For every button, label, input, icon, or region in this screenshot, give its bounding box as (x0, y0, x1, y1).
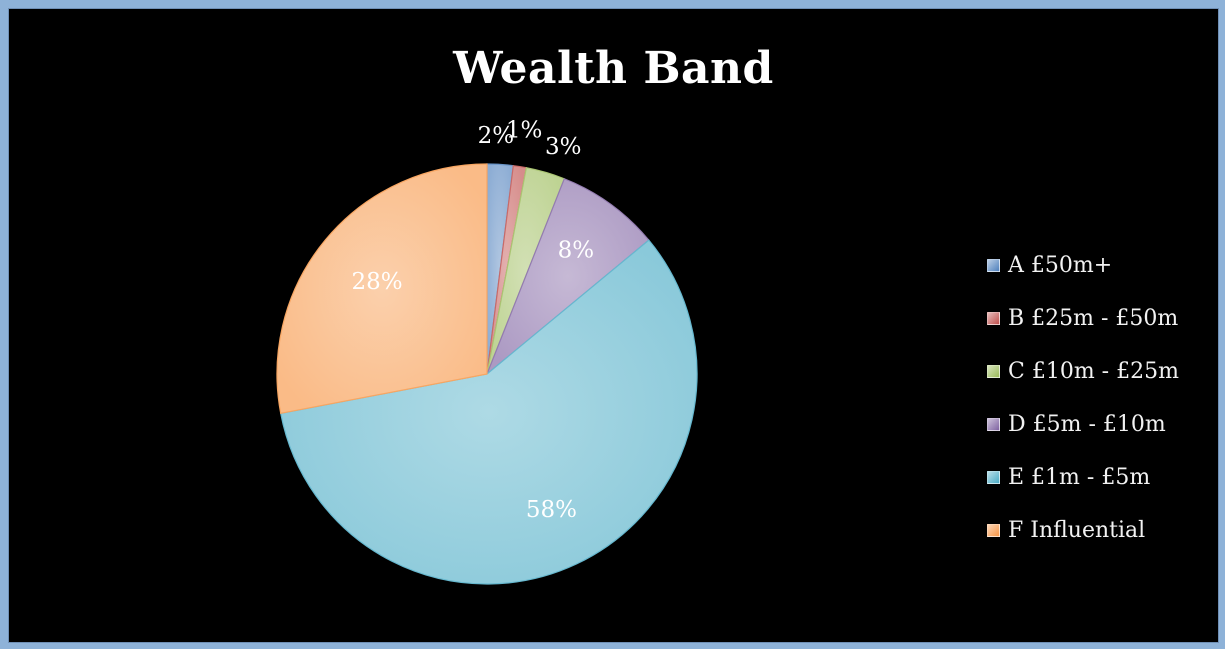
chart-title: Wealth Band (453, 43, 774, 94)
pie-labels: 2%1%3% 8% 58% 28% (351, 118, 594, 523)
legend-item-d: D £5m - £10m (987, 398, 1179, 451)
pie-slice-d (486, 177, 650, 375)
legend-item-c: C £10m - £25m (987, 345, 1179, 398)
legend-label: B £25m - £50m (1008, 306, 1179, 331)
legend-label: E £1m - £5m (1008, 465, 1151, 490)
slice-label-f: 28% (351, 269, 402, 295)
legend-swatch (987, 259, 1000, 272)
legend-label: F Influential (1008, 518, 1146, 543)
legend-swatch (987, 312, 1000, 325)
pie-slice-e (280, 239, 698, 585)
legend-item-f: F Influential (987, 504, 1179, 557)
chart-frame: Wealth Band 2% 1% 3% 8% 58% 28% A £50m+ B £25m… (8, 8, 1219, 643)
legend-swatch (987, 418, 1000, 431)
pie-slice-f (276, 163, 488, 415)
slice-label-a: 2% (478, 123, 515, 149)
chart-legend: A £50m+ B £25m - £50m C £10m - £25m D £5m -… (987, 239, 1179, 557)
pie-slices (276, 163, 698, 585)
legend-swatch (987, 471, 1000, 484)
legend-item-b: B £25m - £50m (987, 292, 1179, 345)
slice-label-c: 3% (545, 134, 582, 160)
pie-chart: 2%1%3% 8% 58% 28% (276, 118, 698, 585)
slice-label-e: 58% (526, 497, 577, 523)
legend-item-e: E £1m - £5m (987, 451, 1179, 504)
legend-swatch (987, 365, 1000, 378)
legend-item-a: A £50m+ (987, 239, 1179, 292)
legend-label: C £10m - £25m (1008, 359, 1179, 384)
legend-swatch (987, 524, 1000, 537)
legend-label: A £50m+ (1008, 253, 1113, 278)
slice-label-b: 1% (506, 118, 543, 144)
legend-label: D £5m - £10m (1008, 412, 1166, 437)
slice-label-d: 8% (558, 238, 595, 264)
